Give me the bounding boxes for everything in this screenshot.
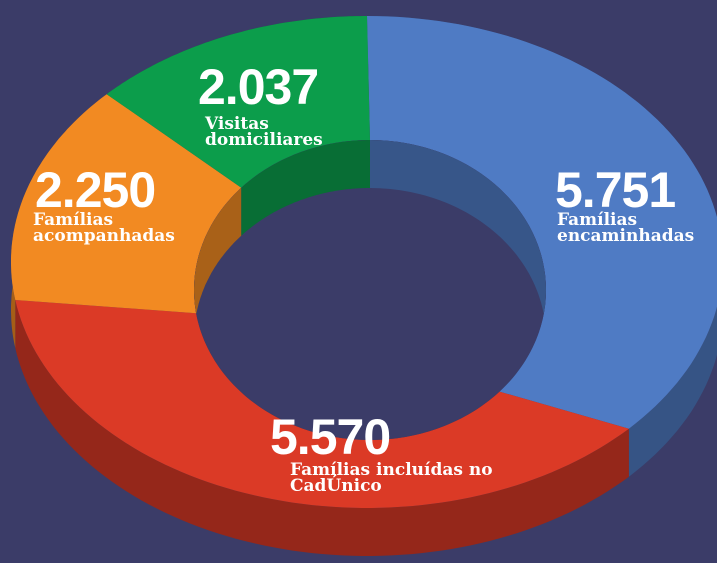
category-label: Famílias acompanhadas xyxy=(33,210,175,247)
slice-side xyxy=(15,300,629,556)
slice-inner-wall xyxy=(370,140,546,440)
slice xyxy=(367,16,717,429)
category-label: Visitas domiciliares xyxy=(205,114,323,151)
value-label: 2.250 xyxy=(35,162,156,218)
hole xyxy=(194,140,546,440)
value-label: 5.751 xyxy=(555,162,676,218)
category-label: Famílias incluídas no CadÚnico xyxy=(290,460,493,497)
slice xyxy=(15,300,629,508)
slice xyxy=(11,94,242,314)
slice-inner-wall xyxy=(241,140,370,236)
value-label: 5.570 xyxy=(270,409,391,465)
slice-inner-wall xyxy=(194,187,242,362)
slice xyxy=(106,16,370,188)
category-label: Famílias encaminhadas xyxy=(557,210,695,247)
value-label: 2.037 xyxy=(198,59,319,115)
inner-walls xyxy=(194,140,546,440)
